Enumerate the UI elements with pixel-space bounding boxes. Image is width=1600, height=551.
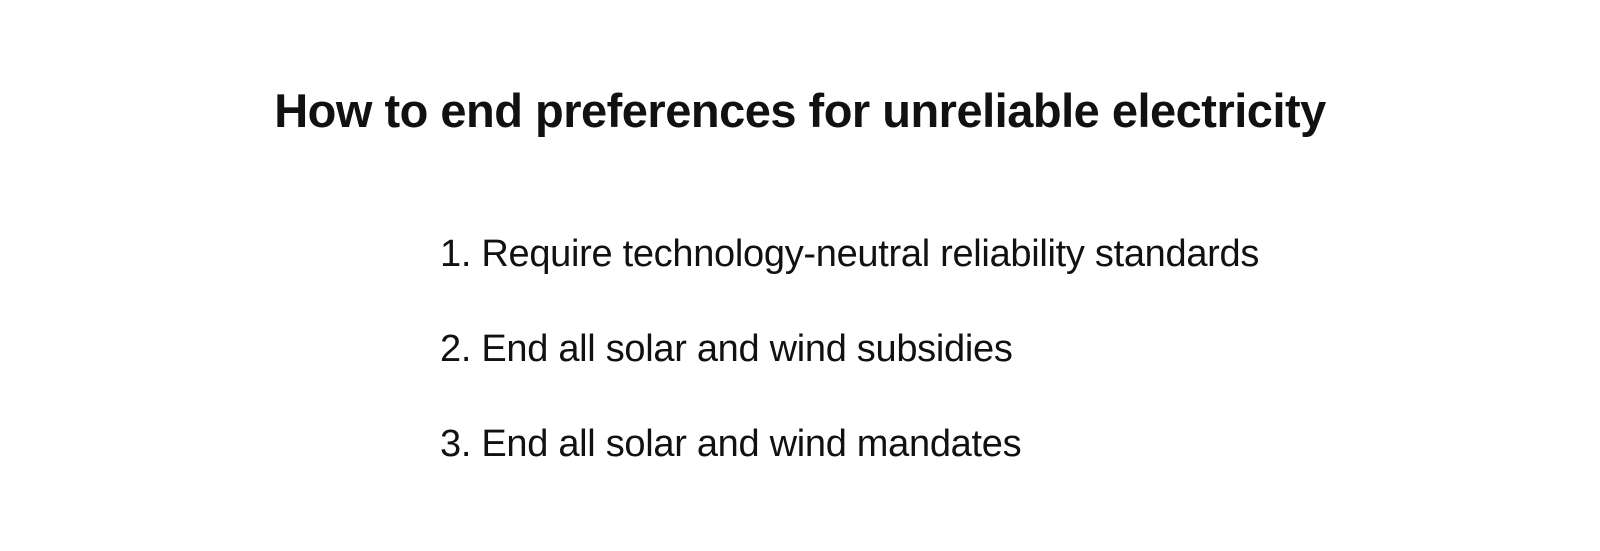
list-item-text: End all solar and wind subsidies <box>481 328 1013 370</box>
list-item-number: 3. <box>440 423 482 465</box>
list-item-number: 2. <box>440 328 482 370</box>
list-item-text: End all solar and wind mandates <box>481 423 1022 465</box>
slide-title: How to end preferences for unreliable el… <box>274 84 1326 138</box>
list-item-number: 1. <box>440 233 482 275</box>
list-item-text: Require technology-neutral reliability s… <box>481 233 1260 275</box>
list-item: 1. Require technology-neutral reliabilit… <box>440 232 1259 278</box>
list-item: 3. End all solar and wind mandates <box>440 422 1022 468</box>
list-item: 2. End all solar and wind subsidies <box>440 327 1013 373</box>
